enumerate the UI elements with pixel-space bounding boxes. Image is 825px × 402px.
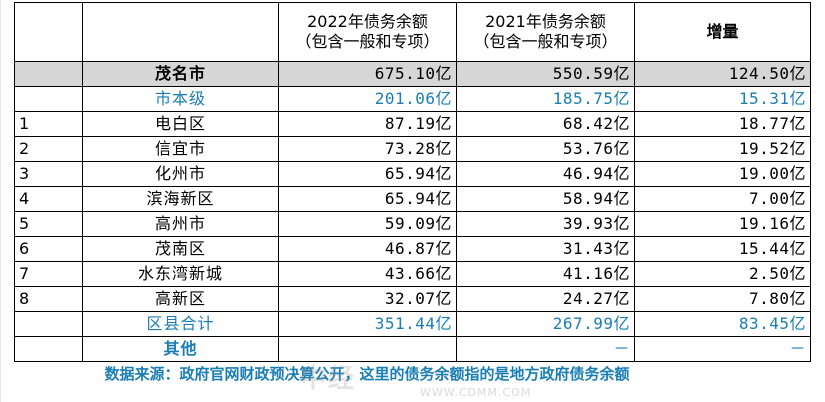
value-increase: 2.50亿	[634, 261, 811, 287]
value-2022: 32.07亿	[278, 286, 457, 312]
value-increase: 15.31亿	[634, 86, 811, 112]
value-2021: －	[456, 336, 635, 362]
value-increase: －	[634, 336, 811, 362]
table-row: 2 信宜市 73.28亿 53.76亿 19.52亿	[14, 136, 811, 162]
source-note-row: 数据来源：政府官网财政预决算公开，这里的债务余额指的是地方政府债务余额	[14, 361, 811, 386]
value-2021: 58.94亿	[456, 186, 635, 212]
header-2022: 2022年债务余额 （包含一般和专项）	[278, 2, 457, 62]
header-2021: 2021年债务余额 （包含一般和专项）	[456, 2, 635, 62]
row-name: 高州市	[82, 211, 279, 237]
table-cell	[14, 61, 83, 87]
value-2022: 201.06亿	[278, 86, 457, 112]
row-index: 3	[14, 161, 83, 187]
city-level-row: 市本级 201.06亿 185.75亿 15.31亿	[14, 86, 811, 112]
value-increase: 19.52亿	[634, 136, 811, 162]
value-2021: 68.42亿	[456, 111, 635, 137]
total-row: 茂名市 675.10亿 550.59亿 124.50亿	[14, 61, 811, 87]
table-cell	[14, 336, 83, 362]
value-2021: 550.59亿	[456, 61, 635, 87]
value-2021: 267.99亿	[456, 311, 635, 337]
county-total-row: 区县合计 351.44亿 267.99亿 83.45亿	[14, 311, 811, 337]
table-cell	[14, 86, 83, 112]
value-2022: 65.94亿	[278, 161, 457, 187]
value-2021: 24.27亿	[456, 286, 635, 312]
value-2022: 46.87亿	[278, 236, 457, 262]
row-index: 8	[14, 286, 83, 312]
header-increase: 增量	[634, 2, 811, 62]
value-increase: 7.00亿	[634, 186, 811, 212]
value-2021: 31.43亿	[456, 236, 635, 262]
table-row: 1 电白区 87.19亿 68.42亿 18.77亿	[14, 111, 811, 137]
table-cell	[14, 311, 83, 337]
source-note: 数据来源：政府官网财政预决算公开，这里的债务余额指的是地方政府债务余额	[14, 361, 811, 386]
value-2022: 73.28亿	[278, 136, 457, 162]
table-row: 6 茂南区 46.87亿 31.43亿 15.44亿	[14, 236, 811, 262]
table-row: 5 高州市 59.09亿 39.93亿 19.16亿	[14, 211, 811, 237]
row-index: 7	[14, 261, 83, 287]
value-2021: 39.93亿	[456, 211, 635, 237]
value-2022: 59.09亿	[278, 211, 457, 237]
table-row: 4 滨海新区 65.94亿 58.94亿 7.00亿	[14, 186, 811, 212]
table-row: 3 化州市 65.94亿 46.94亿 19.00亿	[14, 161, 811, 187]
header-blank-name	[82, 2, 279, 62]
row-name: 市本级	[82, 86, 279, 112]
value-2021: 185.75亿	[456, 86, 635, 112]
row-index: 1	[14, 111, 83, 137]
value-increase: 124.50亿	[634, 61, 811, 87]
row-index: 2	[14, 136, 83, 162]
header-blank-idx	[14, 2, 83, 62]
header-2021-line1: 2021年债务余额	[485, 12, 606, 31]
value-increase: 18.77亿	[634, 111, 811, 137]
value-2021: 41.16亿	[456, 261, 635, 287]
row-name: 茂名市	[82, 61, 279, 87]
value-increase: 19.00亿	[634, 161, 811, 187]
value-increase: 7.80亿	[634, 286, 811, 312]
row-index: 6	[14, 236, 83, 262]
value-2021: 46.94亿	[456, 161, 635, 187]
header-2022-line2: （包含一般和专项）	[295, 32, 440, 51]
value-2022: 43.66亿	[278, 261, 457, 287]
debt-balance-table: 2022年债务余额 （包含一般和专项） 2021年债务余额 （包含一般和专项） …	[14, 2, 811, 386]
table-row: 7 水东湾新城 43.66亿 41.16亿 2.50亿	[14, 261, 811, 287]
value-2022: 65.94亿	[278, 186, 457, 212]
value-2022: 351.44亿	[278, 311, 457, 337]
other-row: 其他 － －	[14, 336, 811, 362]
value-2022: 675.10亿	[278, 61, 457, 87]
table-row: 8 高新区 32.07亿 24.27亿 7.80亿	[14, 286, 811, 312]
value-increase: 19.16亿	[634, 211, 811, 237]
row-name: 其他	[82, 336, 279, 362]
value-increase: 15.44亿	[634, 236, 811, 262]
value-increase: 83.45亿	[634, 311, 811, 337]
row-name: 滨海新区	[82, 186, 279, 212]
row-name: 区县合计	[82, 311, 279, 337]
row-name: 化州市	[82, 161, 279, 187]
header-row: 2022年债务余额 （包含一般和专项） 2021年债务余额 （包含一般和专项） …	[14, 2, 811, 62]
value-2022: 87.19亿	[278, 111, 457, 137]
row-name: 茂南区	[82, 236, 279, 262]
row-name: 电白区	[82, 111, 279, 137]
row-name: 信宜市	[82, 136, 279, 162]
row-index: 4	[14, 186, 83, 212]
value-2022	[278, 336, 457, 362]
row-name: 高新区	[82, 286, 279, 312]
header-2022-line1: 2022年债务余额	[307, 12, 428, 31]
row-name: 水东湾新城	[82, 261, 279, 287]
row-index: 5	[14, 211, 83, 237]
header-2021-line2: （包含一般和专项）	[473, 32, 618, 51]
value-2021: 53.76亿	[456, 136, 635, 162]
